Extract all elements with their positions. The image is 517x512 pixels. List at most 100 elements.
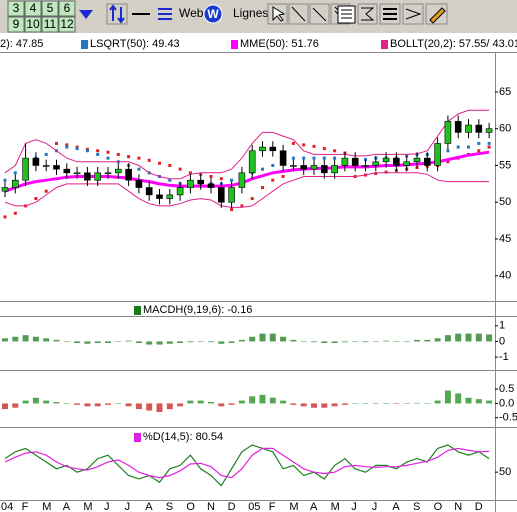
- marker: [168, 178, 172, 182]
- button[interactable]: [58, 16, 76, 33]
- tool-icon: [291, 6, 306, 22]
- y-tick-label: 0.5: [499, 383, 514, 395]
- histogram-bar: [63, 403, 70, 404]
- tool-icon: [383, 8, 397, 20]
- histogram-bar: [115, 403, 122, 404]
- marker: [137, 167, 141, 171]
- candle-body: [166, 194, 174, 199]
- button[interactable]: [41, 16, 59, 33]
- histogram-bar: [22, 400, 29, 404]
- x-tick-label: S: [166, 501, 173, 512]
- histogram-bar: [125, 340, 132, 342]
- button-label[interactable]: 4: [30, 1, 37, 15]
- button[interactable]: [58, 0, 76, 17]
- histogram-bar: [424, 403, 431, 404]
- candle-body: [12, 179, 19, 188]
- histogram-bar: [455, 393, 462, 404]
- histogram-bar: [321, 341, 328, 343]
- histogram-bar: [187, 341, 194, 343]
- candle-body: [423, 157, 431, 166]
- candle-body: [320, 165, 328, 174]
- tool-button[interactable]: [357, 3, 378, 25]
- button-label[interactable]: 12: [60, 17, 74, 31]
- marker: [85, 149, 89, 153]
- x-tick-label: J: [125, 501, 131, 512]
- x-tick-label: M: [289, 501, 298, 512]
- candle-body: [176, 187, 184, 196]
- legend-label: BOLLT(20,2): 57.55/ 43.01: [390, 38, 517, 50]
- histogram-bar: [414, 339, 420, 342]
- web-label[interactable]: Web: [179, 6, 204, 20]
- scale-button[interactable]: [106, 3, 128, 25]
- x-tick-label: J: [372, 501, 378, 512]
- histogram-bar: [414, 402, 420, 404]
- button-label[interactable]: 6: [64, 1, 71, 15]
- y-tick-label: 65: [499, 86, 511, 98]
- marker: [13, 171, 17, 175]
- histogram-bar: [300, 403, 307, 407]
- marker: [384, 170, 388, 174]
- marker: [96, 152, 100, 156]
- marker: [281, 175, 285, 178]
- x-tick-label: S: [413, 501, 420, 512]
- histogram-bar: [269, 333, 276, 342]
- legend-label: LSQRT(50): 49.43: [90, 38, 180, 50]
- candle-body: [63, 168, 71, 174]
- button[interactable]: [41, 0, 59, 17]
- candle-body: [279, 150, 287, 166]
- button-label[interactable]: 11: [44, 17, 57, 31]
- histogram-bar: [146, 403, 153, 411]
- histogram-bar: [300, 341, 307, 342]
- tool-button[interactable]: [402, 3, 424, 25]
- histogram-bar: [444, 390, 451, 404]
- histogram-bar: [475, 399, 482, 404]
- button-label[interactable]: 5: [47, 1, 54, 15]
- button-label[interactable]: 9: [13, 17, 20, 31]
- marker: [116, 152, 120, 156]
- candle-body: [94, 172, 101, 181]
- x-tick-label: M: [331, 501, 340, 512]
- button[interactable]: [24, 0, 42, 17]
- sigma-icon: [361, 7, 375, 21]
- histogram-bar: [197, 341, 204, 342]
- marker: [34, 197, 38, 201]
- candle-body: [382, 157, 390, 163]
- marker: [456, 145, 460, 149]
- histogram-bar: [424, 339, 431, 342]
- x-tick-label: O: [186, 501, 195, 512]
- histogram-bar: [341, 403, 348, 405]
- candle-body: [362, 165, 369, 167]
- marker: [250, 197, 254, 201]
- histogram-bar: [105, 341, 111, 343]
- button-label[interactable]: 3: [13, 1, 20, 15]
- web-icon[interactable]: [203, 4, 223, 24]
- candle-body: [73, 172, 81, 175]
- button-label[interactable]: 10: [26, 17, 40, 31]
- histogram-bar: [32, 397, 39, 404]
- histogram-bar: [362, 341, 369, 343]
- lines-label: Lignes: [233, 6, 268, 20]
- histogram-bar: [321, 403, 328, 408]
- marker: [65, 145, 69, 149]
- button[interactable]: [24, 16, 42, 33]
- marker: [291, 156, 295, 160]
- marker: [240, 204, 244, 208]
- button[interactable]: [7, 0, 25, 17]
- legend-label: %D(14,5): 80.54: [143, 431, 223, 443]
- histogram-bar: [280, 400, 287, 404]
- candle-body: [53, 165, 60, 170]
- dropdown-icon[interactable]: [79, 10, 93, 19]
- y-tick-label: 1: [499, 320, 505, 332]
- candle-body: [187, 179, 194, 188]
- y-tick-label: 45: [499, 233, 511, 245]
- histogram-bar: [341, 341, 348, 343]
- button[interactable]: [7, 16, 25, 33]
- histogram-bar: [249, 336, 256, 342]
- histogram-bar: [208, 341, 214, 343]
- marker: [477, 141, 481, 145]
- histogram-bar: [238, 400, 245, 404]
- scale-icon: [109, 4, 125, 24]
- histogram-bar: [208, 402, 214, 404]
- histogram-bar: [444, 335, 451, 342]
